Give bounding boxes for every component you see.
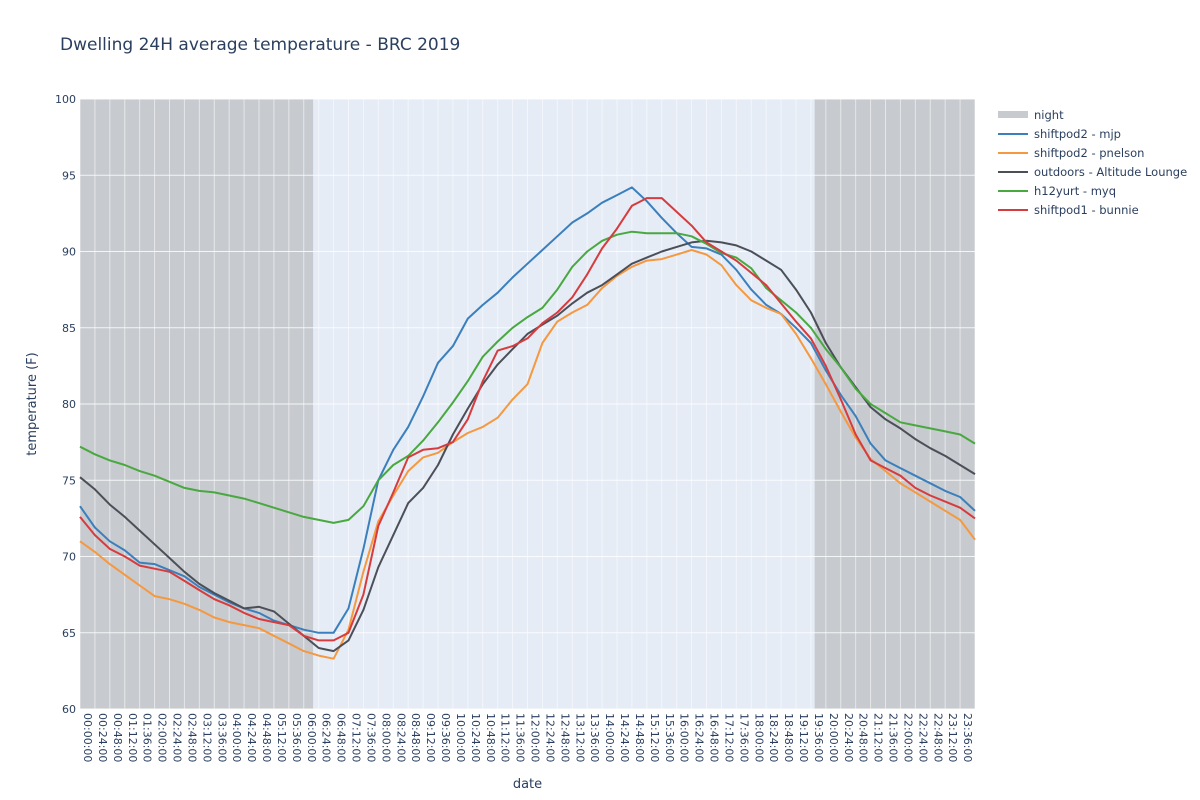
legend-label: night [1034, 108, 1064, 122]
x-tick-label: 10:00:00 [454, 713, 467, 762]
x-tick-label: 06:24:00 [320, 713, 333, 762]
x-tick-label: 06:48:00 [335, 713, 348, 762]
x-tick-label: 04:00:00 [230, 713, 243, 762]
x-tick-label: 17:12:00 [722, 713, 735, 762]
legend-item[interactable]: night [998, 108, 1064, 122]
x-tick-label: 02:00:00 [156, 713, 169, 762]
legend[interactable]: night shiftpod2 - mjp shiftpod2 - pnelson o… [998, 108, 1187, 217]
x-tick-label: 20:48:00 [857, 713, 870, 762]
y-tick-label: 80 [62, 398, 76, 411]
x-tick-label: 00:24:00 [96, 713, 109, 762]
x-tick-label: 03:12:00 [200, 713, 213, 762]
y-tick-label: 90 [62, 246, 76, 259]
y-tick-label: 60 [62, 703, 76, 716]
x-tick-label: 19:36:00 [812, 713, 825, 762]
grid-lines [79, 98, 976, 710]
x-tick-label: 13:36:00 [588, 713, 601, 762]
y-tick-label: 70 [62, 551, 76, 564]
x-tick-label: 22:48:00 [931, 713, 944, 762]
x-tick-label: 16:00:00 [678, 713, 691, 762]
series-line [79, 186, 976, 634]
y-tick-label: 85 [62, 322, 76, 335]
x-tick-label: 15:36:00 [663, 713, 676, 762]
x-tick-label: 16:48:00 [708, 713, 721, 762]
x-tick-label: 18:00:00 [752, 713, 765, 762]
x-tick-label: 12:24:00 [543, 713, 556, 762]
x-tick-label: 18:48:00 [782, 713, 795, 762]
x-tick-label: 06:00:00 [305, 713, 318, 762]
x-tick-label: 10:24:00 [469, 713, 482, 762]
x-tick-label: 02:24:00 [171, 713, 184, 762]
x-tick-label: 00:00:00 [81, 713, 94, 762]
legend-label: shiftpod2 - pnelson [1034, 146, 1144, 160]
x-tick-label: 14:00:00 [603, 713, 616, 762]
y-axis-label: temperature (F) [25, 352, 40, 455]
y-axis-ticks: 60 65 70 75 80 85 90 95 100 [55, 93, 76, 716]
x-tick-label: 23:12:00 [946, 713, 959, 762]
x-tick-label: 11:36:00 [514, 713, 527, 762]
x-tick-label: 08:00:00 [379, 713, 392, 762]
x-tick-label: 11:12:00 [499, 713, 512, 762]
x-tick-label: 22:24:00 [916, 713, 929, 762]
legend-item[interactable]: shiftpod1 - bunnie [998, 203, 1139, 217]
legend-label: outdoors - Altitude Lounge [1034, 165, 1187, 179]
x-tick-label: 00:48:00 [111, 713, 124, 762]
chart-title: Dwelling 24H average temperature - BRC 2… [60, 35, 460, 55]
series-line [79, 249, 976, 660]
y-tick-label: 65 [62, 627, 76, 640]
x-tick-label: 21:36:00 [887, 713, 900, 762]
series-line [79, 197, 976, 642]
x-tick-label: 01:12:00 [126, 713, 139, 762]
legend-item[interactable]: shiftpod2 - pnelson [998, 146, 1144, 160]
legend-swatch [998, 111, 1028, 118]
legend-label: shiftpod2 - mjp [1034, 127, 1121, 141]
x-tick-label: 02:48:00 [185, 713, 198, 762]
x-tick-label: 22:00:00 [901, 713, 914, 762]
x-tick-label: 14:24:00 [618, 713, 631, 762]
series-line [79, 239, 976, 653]
x-tick-label: 04:48:00 [260, 713, 273, 762]
x-tick-label: 19:12:00 [797, 713, 810, 762]
y-tick-label: 95 [62, 169, 76, 182]
x-tick-label: 18:24:00 [767, 713, 780, 762]
y-tick-label: 100 [55, 93, 76, 106]
x-tick-label: 05:36:00 [290, 713, 303, 762]
x-tick-label: 05:12:00 [275, 713, 288, 762]
x-tick-label: 20:00:00 [827, 713, 840, 762]
legend-item[interactable]: outdoors - Altitude Lounge [998, 165, 1187, 179]
x-tick-label: 01:36:00 [141, 713, 154, 762]
x-tick-label: 07:36:00 [364, 713, 377, 762]
x-tick-label: 15:12:00 [648, 713, 661, 762]
x-tick-label: 21:12:00 [872, 713, 885, 762]
x-tick-label: 17:36:00 [737, 713, 750, 762]
x-tick-label: 09:36:00 [439, 713, 452, 762]
x-tick-label: 09:12:00 [424, 713, 437, 762]
x-tick-label: 10:48:00 [484, 713, 497, 762]
legend-label: h12yurt - myq [1034, 184, 1116, 198]
x-tick-label: 08:48:00 [409, 713, 422, 762]
x-tick-label: 12:00:00 [529, 713, 542, 762]
x-tick-label: 12:48:00 [558, 713, 571, 762]
x-tick-label: 20:24:00 [842, 713, 855, 762]
x-tick-label: 08:24:00 [394, 713, 407, 762]
legend-label: shiftpod1 - bunnie [1034, 203, 1139, 217]
legend-item[interactable]: h12yurt - myq [998, 184, 1116, 198]
x-tick-label: 07:12:00 [350, 713, 363, 762]
x-tick-label: 23:36:00 [961, 713, 974, 762]
x-tick-label: 04:24:00 [245, 713, 258, 762]
series-lines [79, 186, 976, 660]
x-tick-label: 16:24:00 [693, 713, 706, 762]
x-tick-label: 14:48:00 [633, 713, 646, 762]
x-tick-label: 13:12:00 [573, 713, 586, 762]
series-line [79, 230, 976, 524]
y-tick-label: 75 [62, 474, 76, 487]
x-axis-ticks: 00:00:00 00:24:00 00:48:00 01:12:00 01:36:00… [81, 713, 974, 762]
x-tick-label: 03:36:00 [215, 713, 228, 762]
legend-item[interactable]: shiftpod2 - mjp [998, 127, 1121, 141]
x-axis-label: date [513, 777, 542, 792]
